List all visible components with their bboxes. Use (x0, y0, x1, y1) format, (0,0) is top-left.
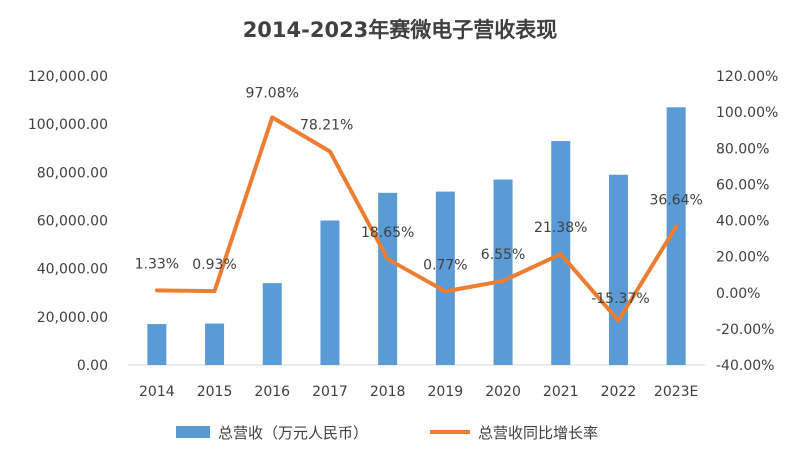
x-axis: 2014 2015 2016 2017 2018 2019 2020 2021 2022 2023… (128, 364, 705, 400)
x-tick-label: 2016 (254, 384, 290, 400)
right-tick-label: -20.00% (716, 322, 774, 338)
revenue-bar (435, 191, 455, 365)
chart-title: 2014-2023年赛微电子营收表现 (243, 18, 558, 42)
growth-line (154, 115, 679, 323)
legend-label-revenue: 总营收（万元人民币） (218, 424, 368, 442)
revenue-bar (378, 192, 398, 365)
growth-data-label: -15.37% (591, 291, 649, 307)
x-tick-label: 2021 (543, 384, 579, 400)
x-tick-label: 2022 (601, 384, 637, 400)
growth-data-label: 97.08% (246, 85, 299, 101)
growth-data-label: 21.38% (534, 220, 587, 236)
right-tick-label: 80.00% (716, 141, 769, 157)
revenue-bar (493, 179, 513, 365)
left-tick-label: 80,000.00 (37, 165, 108, 181)
growth-data-label: 1.33% (135, 256, 179, 272)
right-tick-label: 120.00% (716, 69, 778, 85)
right-tick-label: -40.00% (716, 358, 774, 374)
growth-data-label: 36.64% (649, 193, 702, 209)
left-tick-label: 60,000.00 (37, 214, 108, 230)
right-tick-label: 0.00% (716, 286, 760, 302)
legend-label-growth: 总营收同比增长率 (478, 424, 598, 442)
growth-data-label: 78.21% (300, 117, 353, 133)
left-tick-label: 40,000.00 (37, 262, 108, 278)
revenue-bar (320, 220, 340, 365)
growth-data-label: 6.55% (481, 247, 525, 263)
right-axis: -40.00% -20.00% 0.00% 20.00% 40.00% 60.00% 80.… (716, 69, 778, 374)
x-tick-label: 2023E (654, 384, 698, 400)
growth-data-label: 0.93% (192, 257, 236, 273)
growth-data-labels: 1.33% 0.93% 97.08%78.21% 18.65% 0.77% 6.55% 21… (135, 85, 703, 306)
x-tick-label: 2015 (197, 384, 233, 400)
right-tick-label: 40.00% (716, 214, 769, 230)
left-axis: 0.00 20,000.00 40,000.00 60,000.00 80,000.00… (28, 69, 108, 374)
right-tick-label: 60.00% (716, 177, 769, 193)
legend-swatch-revenue (176, 426, 210, 438)
revenue-bars (147, 107, 686, 365)
growth-series-line (154, 115, 679, 323)
revenue-bar (262, 283, 282, 365)
legend: 总营收（万元人民币） 总营收同比增长率 (176, 424, 598, 442)
growth-data-label: 0.77% (423, 257, 467, 273)
right-tick-label: 20.00% (716, 250, 769, 266)
x-tick-label: 2018 (370, 384, 406, 400)
left-tick-label: 120,000.00 (28, 69, 108, 85)
revenue-bar (147, 324, 167, 365)
x-tick-label: 2020 (485, 384, 521, 400)
revenue-bar (666, 107, 686, 365)
x-tick-label: 2017 (312, 384, 348, 400)
right-tick-label: 100.00% (716, 105, 778, 121)
revenue-bar (608, 174, 628, 365)
growth-data-label: 18.65% (361, 225, 414, 241)
revenue-bar (205, 323, 225, 365)
x-tick-label: 2014 (139, 384, 175, 400)
left-tick-label: 20,000.00 (37, 310, 108, 326)
x-tick-label: 2019 (428, 384, 464, 400)
left-tick-label: 100,000.00 (28, 117, 108, 133)
left-tick-label: 0.00 (77, 358, 108, 374)
